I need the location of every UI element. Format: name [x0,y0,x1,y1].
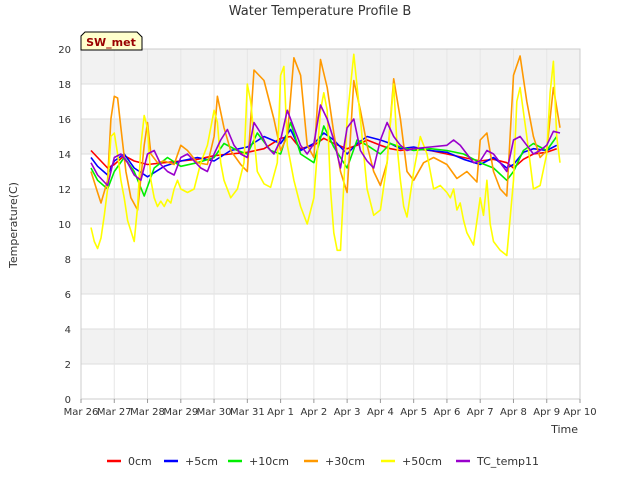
chart-title: Water Temperature Profile B [229,4,412,19]
x-axis-label: Time [550,423,578,436]
x-tick-label: Mar 27 [97,407,132,418]
site-badge-box [80,31,143,51]
x-tick-label: Mar 30 [197,407,232,418]
legend-label-10cm: +10cm [249,455,289,468]
legend-label-50cm: +50cm [402,455,442,468]
plot-band [81,294,580,329]
series-line-tc-temp11 [90,104,561,187]
plot-band [81,364,580,399]
y-tick-label: 18 [58,80,71,91]
x-tick-label: Apr 8 [500,407,527,418]
plot-frame [80,48,581,400]
x-tick-label: Apr 5 [400,407,427,418]
x-tick-label: Apr 10 [563,407,596,418]
legend: 0cm +5cm +10cm +30cm +50cm TC_temp11 [107,455,539,468]
plot-band [81,259,580,294]
y-tick-label: 14 [58,150,71,161]
legend-label-5cm: +5cm [185,455,218,468]
x-tick-label: Mar 31 [230,407,265,418]
x-tick-label: Apr 6 [434,407,461,418]
x-tick-label: Apr 4 [367,407,394,418]
plot-band [81,119,580,154]
y-tick-label: 4 [65,325,71,336]
y-tick-label: 0 [65,395,71,406]
series-line-50cm [90,53,561,257]
series-layer [90,53,561,257]
y-tick-label: 12 [58,185,71,196]
x-tick-label: Mar 29 [163,407,198,418]
y-tick-label: 8 [65,255,71,266]
site-badge-label: SW_met [86,36,136,49]
x-tick-label: Apr 9 [533,407,560,418]
x-tick-label: Apr 3 [334,407,361,418]
x-tick-label: Mar 26 [64,407,99,418]
plot-band [81,329,580,364]
x-tick-label: Apr 1 [267,407,294,418]
y-axis-ticks: 0 2 4 6 8 10 12 14 16 18 20 [58,45,71,406]
y-axis-label: Temperature(C) [7,182,20,269]
legend-label-30cm: +30cm [325,455,365,468]
legend-label-tc-temp11: TC_temp11 [476,455,539,468]
series-line-30cm [90,55,561,211]
plot-band [81,224,580,259]
site-badge: SW_met [80,31,143,51]
y-tick-label: 10 [58,220,71,231]
x-tick-label: Apr 7 [467,407,494,418]
x-tick-label: Mar 28 [130,407,165,418]
y-tick-label: 2 [65,360,71,371]
legend-label-0cm: 0cm [128,455,152,468]
plot-band [81,49,580,84]
y-tick-label: 20 [58,45,71,56]
y-tick-label: 16 [58,115,71,126]
y-tick-label: 6 [65,290,71,301]
x-tick-label: Apr 2 [300,407,327,418]
